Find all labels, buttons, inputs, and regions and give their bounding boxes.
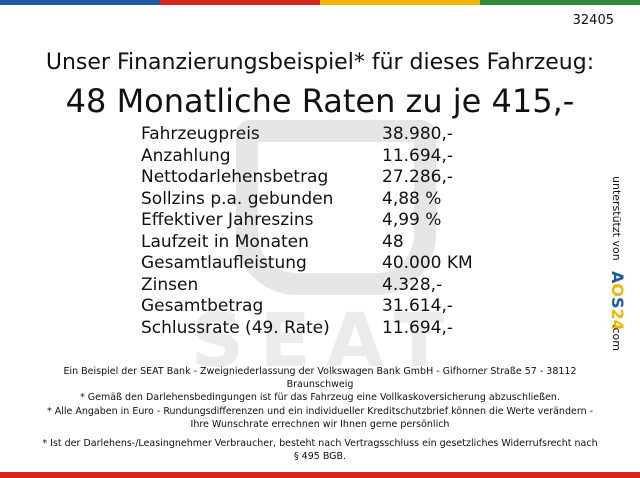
bottom-color-bar <box>0 472 640 478</box>
row-value: 4,99 % <box>382 210 442 230</box>
row-label: Anzahlung <box>141 145 231 166</box>
row-label: Nettodarlehensbetrag <box>141 167 329 187</box>
page-title: Unser Finanzierungsbeispiel* für dieses … <box>45 50 595 75</box>
insurance-footnote: * Gemäß den Darlehensbedingungen ist für… <box>80 392 560 403</box>
aos24-logo-icon[interactable]: AOS24 <box>608 271 627 331</box>
row-label: Effektiver Jahreszins <box>141 210 314 230</box>
brand-watermark: SEAT <box>128 120 523 384</box>
withdrawal-footnote: * Ist der Darlehens-/Leasingnehmer Verbr… <box>42 438 598 462</box>
row-value: 11.694,- <box>382 145 454 166</box>
row-value: 48 <box>382 231 404 252</box>
row-value: 4,88 % <box>382 188 442 209</box>
rounding-footnote: * Alle Angaben in Euro - Rundungsdiffere… <box>46 406 594 430</box>
row-value: 38.980,- <box>382 124 454 144</box>
bank-notice: Ein Beispiel der SEAT Bank - Zweignieder… <box>63 366 577 390</box>
top-bar-green <box>480 0 640 5</box>
seat-logo-watermark-icon <box>236 120 436 295</box>
reference-number: 32405 <box>572 13 614 28</box>
row-label: Fahrzeugpreis <box>141 124 260 144</box>
row-label: Laufzeit in Monaten <box>141 231 309 252</box>
row-label: Gesamtbetrag <box>141 296 264 316</box>
row-value: 40.000 KM <box>382 253 473 273</box>
row-label: Zinsen <box>141 274 199 295</box>
top-bar-red <box>160 0 320 5</box>
row-label: Schlussrate (49. Rate) <box>141 317 330 338</box>
row-label: Sollzins p.a. gebunden <box>141 188 334 209</box>
logo-domain-suffix: .com <box>610 324 623 351</box>
row-value: 11.694,- <box>382 317 454 338</box>
bottom-bar-red <box>0 472 640 478</box>
watermark-brand-text: SEAT <box>190 298 461 384</box>
top-bar-blue <box>0 0 160 5</box>
supported-by-text: unterstützt von <box>610 176 623 261</box>
row-label: Gesamtlaufleistung <box>141 253 307 273</box>
row-value: 27.286,- <box>382 167 454 187</box>
top-bar-yellow <box>320 0 480 5</box>
sponsor-sidebar[interactable]: unterstützt von AOS24 .com <box>608 176 630 356</box>
row-value: 4.328,- <box>382 274 443 295</box>
row-value: 31.614,- <box>382 296 454 316</box>
top-color-bar <box>0 0 640 5</box>
monthly-rate-headline: 48 Monatliche Raten zu je 415,- <box>65 82 575 120</box>
